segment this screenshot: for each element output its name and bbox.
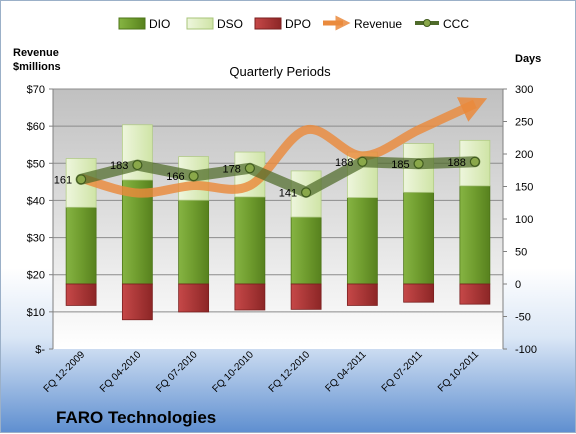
x-tick-label: FQ 12-2010: [267, 349, 313, 395]
right-axis-label: Days: [515, 53, 541, 65]
ccc-line: [75, 156, 481, 198]
ccc-data-label: 188: [335, 157, 353, 169]
right-tick-label: 50: [515, 247, 527, 259]
legend-swatch-dio: [118, 17, 146, 30]
company-title: FARO Technologies: [56, 408, 216, 427]
legend-label-dpo: DPO: [285, 17, 311, 31]
ccc-data-label: 161: [54, 174, 72, 186]
legend-swatch-dpo: [254, 17, 282, 30]
left-tick-label: $70: [27, 84, 45, 96]
ccc-point: [188, 171, 199, 182]
bar-dpo: [121, 283, 153, 321]
legend-swatch-ccc-marker: [423, 19, 431, 27]
bar-dio: [346, 197, 378, 285]
right-tick-label: -50: [515, 312, 531, 324]
bar-dio: [65, 206, 97, 285]
plot-area: [53, 89, 503, 349]
legend-label-dso: DSO: [217, 17, 243, 31]
bar-dpo: [234, 283, 266, 311]
chart-title: Quarterly Periods: [229, 64, 331, 79]
ccc-point: [469, 156, 480, 167]
left-tick-label: $30: [27, 233, 45, 245]
ccc-point: [357, 156, 368, 167]
left-axis-ticks: $- $10 $20 $30 $40 $50 $60 $70: [27, 84, 53, 356]
left-tick-label: $20: [27, 270, 45, 282]
ccc-point: [413, 158, 424, 169]
left-tick-label: $-: [35, 344, 45, 356]
ccc-data-label: 166: [166, 171, 184, 183]
right-tick-label: 200: [515, 149, 533, 161]
left-tick-label: $40: [27, 195, 45, 207]
x-tick-label: FQ 10-2010: [210, 349, 256, 395]
ccc-data-label: 178: [223, 163, 241, 175]
right-tick-label: 100: [515, 214, 533, 226]
ccc-data-label: 188: [448, 157, 466, 169]
bar-dio: [234, 196, 266, 285]
left-tick-label: $60: [27, 121, 45, 133]
x-tick-label: FQ 10-2011: [436, 349, 481, 394]
bar-dpo: [346, 283, 378, 306]
right-axis-ticks: -100 -50 0 50 100 150 200 250 300: [503, 84, 537, 356]
x-tick-label: FQ 07-2011: [380, 349, 425, 394]
legend-label-dio: DIO: [149, 17, 170, 31]
legend-label-ccc: CCC: [443, 17, 469, 31]
revenue-line: [79, 97, 488, 198]
right-tick-label: 250: [515, 117, 533, 129]
revenue-series: [79, 97, 488, 198]
x-axis-ticks: FQ 12-2009 FQ 04-2010 FQ 07-2010 FQ 10-2010…: [42, 349, 482, 395]
x-tick-label: FQ 04-2011: [324, 349, 369, 394]
x-tick-label: FQ 04-2010: [98, 349, 144, 395]
bar-dpo: [403, 283, 435, 303]
right-tick-label: 300: [515, 84, 533, 96]
legend-label-revenue: Revenue: [354, 17, 402, 31]
left-axis-label-line2: $millions: [13, 61, 61, 73]
legend-swatch-dso: [186, 17, 214, 30]
bar-dio: [178, 199, 210, 285]
ccc-point: [301, 187, 312, 198]
right-tick-label: 0: [515, 279, 521, 291]
ccc-data-label: 183: [110, 160, 128, 172]
right-tick-label: -100: [515, 344, 537, 356]
ccc-point: [76, 174, 87, 185]
x-tick-label: FQ 12-2009: [42, 349, 88, 395]
ccc-data-label: 185: [391, 159, 409, 171]
left-axis-label-line1: Revenue: [13, 47, 59, 59]
ccc-point: [132, 159, 143, 171]
bar-dio: [403, 191, 435, 285]
bar-dio: [290, 216, 322, 285]
ccc-point: [244, 163, 255, 174]
left-tick-label: $50: [27, 158, 45, 170]
bar-dpo: [65, 283, 97, 306]
bar-dio: [459, 185, 491, 285]
ccc-data-label: 141: [279, 187, 297, 199]
x-tick-label: FQ 07-2010: [154, 349, 200, 395]
ccc-series: 161 183 166 178 141 188 185 188: [54, 156, 481, 199]
right-tick-label: 150: [515, 182, 533, 194]
bar-dpo: [459, 283, 491, 305]
bar-dpo: [290, 283, 322, 310]
bar-dpo: [178, 283, 210, 313]
legend: DIO DSO DPO Revenue CCC: [118, 15, 469, 31]
left-tick-label: $10: [27, 307, 45, 319]
